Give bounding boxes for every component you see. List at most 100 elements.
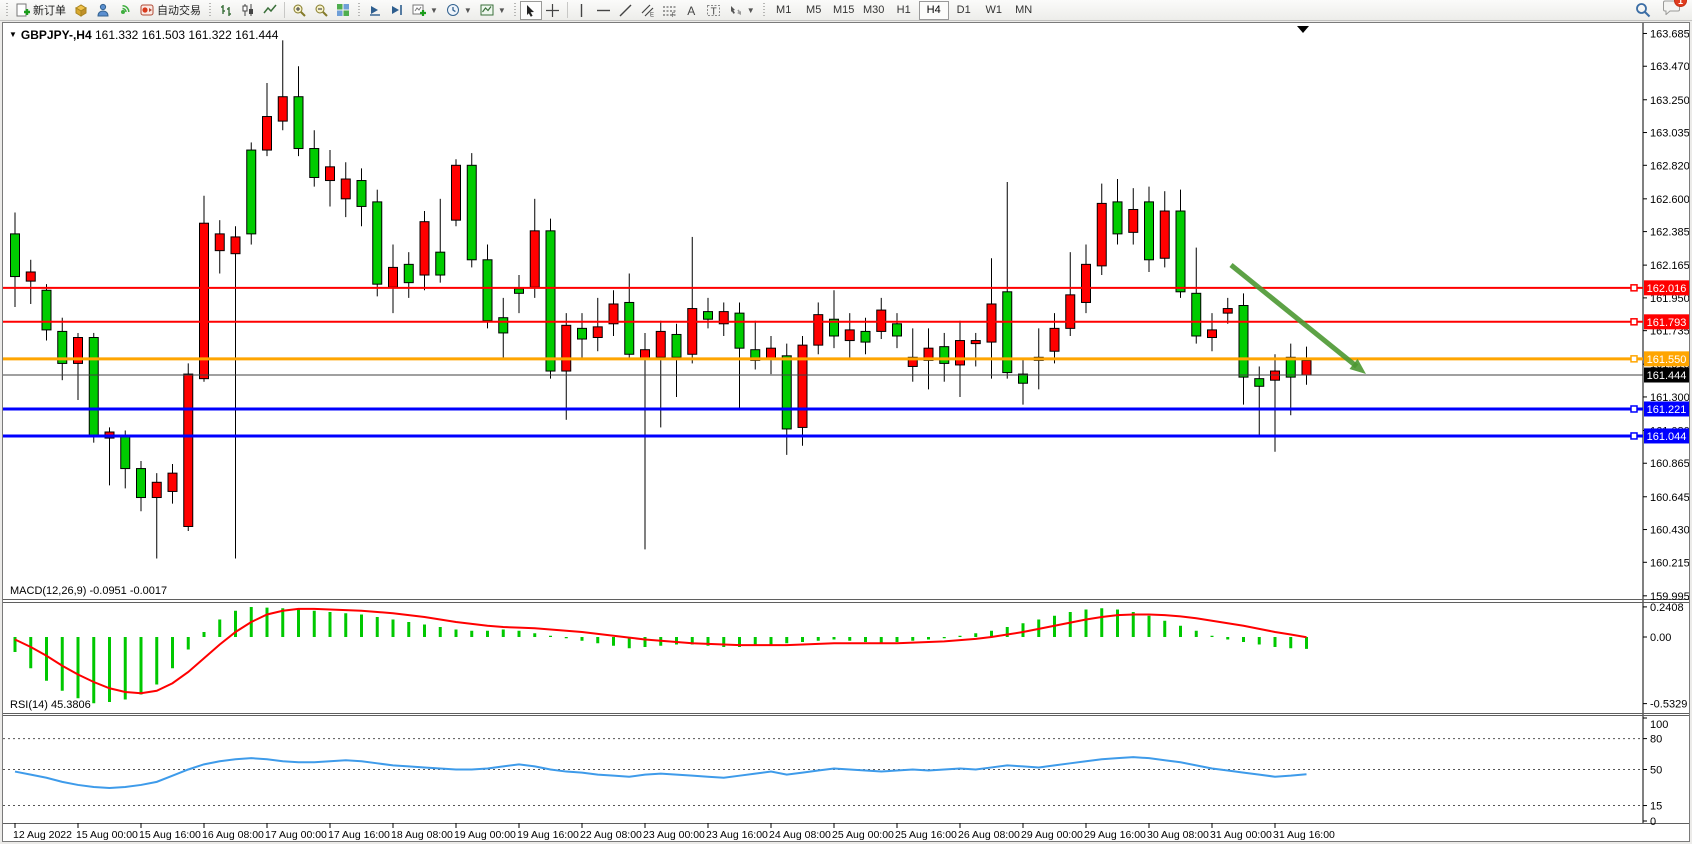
candle [1222, 308, 1233, 314]
autotrading-button[interactable]: 自动交易 [136, 1, 205, 20]
horizontal-line-tool-button[interactable] [593, 1, 615, 20]
candlestick-chart-button[interactable] [237, 1, 259, 20]
svg-text:159.995: 159.995 [1650, 591, 1689, 603]
svg-text:162.600: 162.600 [1650, 194, 1689, 206]
time-axis[interactable]: 12 Aug 2022 15 Aug 00:00 15 Aug 16:00 16 Au… [13, 823, 1335, 841]
candle [1002, 291, 1013, 374]
candle [419, 221, 430, 276]
auto-scroll-icon [370, 6, 380, 16]
trendline-tool-button[interactable] [615, 1, 637, 20]
profiles-clock-icon [446, 4, 459, 16]
crosshair-tool-button[interactable] [542, 1, 564, 20]
dropdown-arrow-icon: ▼ [463, 5, 472, 15]
horizontal-levels[interactable]: 162.016 161.793 161.550 161.444 161.221 161.0… [3, 280, 1689, 444]
arrows-shapes-button[interactable]: ▼ [725, 1, 759, 20]
chart-shift-marker[interactable] [1297, 26, 1309, 33]
svg-text:E: E [650, 12, 654, 17]
equidistant-channel-tool-button[interactable]: E [637, 1, 659, 20]
notifications-button[interactable]: 1 [1663, 0, 1687, 20]
svg-text:162.016: 162.016 [1647, 283, 1687, 295]
candle [466, 164, 477, 261]
macd-panel: 0.2408 0.00 -0.5329 [13, 602, 1687, 711]
candle [498, 317, 509, 334]
auto-scroll-button[interactable] [364, 1, 386, 20]
navigator-button[interactable] [92, 1, 114, 20]
candle [766, 347, 776, 360]
svg-text:23 Aug 16:00: 23 Aug 16:00 [706, 829, 768, 841]
timeframe-button-h4[interactable]: H4 [918, 0, 949, 20]
search-icon [1636, 3, 1651, 18]
search-button[interactable] [1631, 1, 1655, 20]
zoom-in-icon [293, 4, 306, 17]
fibonacci-icon: F [663, 6, 677, 17]
tile-windows-button[interactable] [332, 1, 354, 20]
market-watch-button[interactable] [70, 1, 92, 20]
timeframe-button-h1[interactable]: H1 [889, 1, 919, 20]
svg-text:29 Aug 16:00: 29 Aug 16:00 [1084, 829, 1146, 841]
level-handle [1630, 432, 1638, 440]
text-tool-button[interactable]: A [681, 1, 703, 20]
candle [1238, 305, 1249, 378]
svg-text:160.645: 160.645 [1650, 492, 1689, 504]
timeframe-button-m15[interactable]: M15 [829, 1, 859, 20]
text-label-tool-button[interactable]: T [703, 1, 725, 20]
bar-chart-icon [221, 5, 231, 16]
svg-text:22 Aug 08:00: 22 Aug 08:00 [580, 829, 642, 841]
candle [88, 337, 99, 438]
svg-text:161.793: 161.793 [1647, 317, 1687, 329]
candle [277, 96, 288, 122]
fibonacci-tool-button[interactable]: F [659, 1, 681, 20]
candle [734, 312, 745, 349]
timeframe-button-w1[interactable]: W1 [979, 1, 1009, 20]
timeframe-button-m5[interactable]: M5 [799, 1, 829, 20]
svg-text:17 Aug 16:00: 17 Aug 16:00 [328, 829, 390, 841]
new-chart-button[interactable]: ▼ [408, 1, 442, 20]
candle [309, 148, 320, 178]
price-level-label [1644, 428, 1689, 444]
chart-shift-button[interactable] [386, 1, 408, 20]
cursor-tool-button[interactable] [519, 0, 542, 20]
vertical-line-tool-button[interactable] [571, 1, 593, 20]
text-label-icon: T [707, 4, 721, 17]
price-chart[interactable]: 163.685 163.470 163.250 163.035 162.820 162.6… [3, 23, 1689, 841]
new-order-icon [16, 3, 30, 17]
level-handle [1630, 405, 1638, 413]
svg-text:163.470: 163.470 [1650, 61, 1689, 73]
toolbar-group-timeframes: M1 M5 M15 M30 H1 H4 D1 W1 MN [769, 0, 1039, 21]
candle [1018, 373, 1028, 384]
timeframe-button-m1[interactable]: M1 [769, 1, 799, 20]
zoom-out-button[interactable] [310, 1, 332, 20]
dropdown-arrow-icon: ▼ [430, 5, 438, 15]
signals-icon [121, 4, 130, 14]
timeframe-button-mn[interactable]: MN [1009, 1, 1039, 20]
new-order-button[interactable]: 新订单 [12, 1, 70, 20]
candle [120, 434, 131, 470]
tile-windows-icon [337, 4, 349, 16]
svg-text:160.865: 160.865 [1650, 458, 1689, 470]
candle [1270, 370, 1280, 381]
candle [1081, 263, 1091, 303]
templates-button[interactable]: ▼ [476, 1, 510, 20]
candle [1254, 378, 1265, 387]
svg-text:18 Aug 08:00: 18 Aug 08:00 [391, 829, 453, 841]
toolbar-grip [511, 2, 518, 18]
navigator-icon [97, 3, 109, 17]
line-chart-button[interactable] [259, 1, 281, 20]
crosshair-icon [546, 3, 560, 17]
profiles-button[interactable]: ▼ [442, 1, 476, 20]
candle [655, 330, 666, 358]
svg-text:100: 100 [1650, 719, 1668, 731]
candle [561, 324, 572, 372]
symbol-dropdown-icon[interactable]: ▼ [9, 30, 17, 39]
timeframe-button-m30[interactable]: M30 [859, 1, 889, 20]
trend-arrow-annotation[interactable] [1229, 263, 1366, 374]
candle [293, 96, 304, 150]
signals-button[interactable] [114, 1, 136, 20]
candle [592, 326, 603, 339]
timeframe-button-d1[interactable]: D1 [949, 1, 979, 20]
candles[interactable] [10, 40, 1312, 559]
candle [1285, 356, 1296, 378]
zoom-in-button[interactable] [288, 1, 310, 20]
svg-text:19 Aug 00:00: 19 Aug 00:00 [454, 829, 516, 841]
bar-chart-button[interactable] [215, 1, 237, 20]
